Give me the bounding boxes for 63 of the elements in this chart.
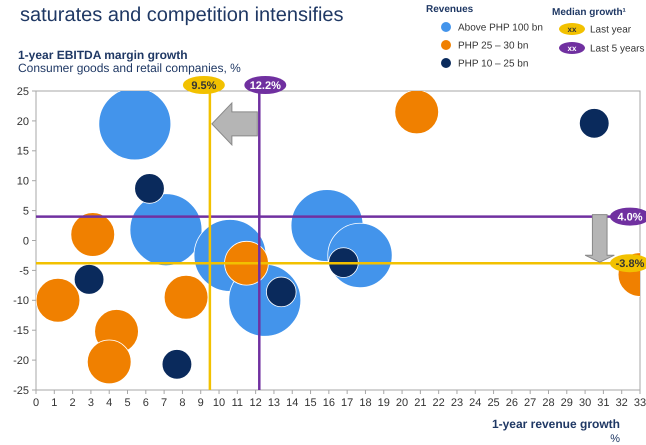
- x-tick-label: 32: [616, 397, 628, 409]
- text: %: [610, 433, 620, 445]
- x-tick-label: 12: [250, 397, 262, 409]
- chart-subtitle: Consumer goods and retail companies, %: [18, 61, 242, 75]
- x-tick-label: 26: [506, 397, 518, 409]
- chart-title: saturates and competition intensifies: [20, 4, 344, 26]
- x-tick-label: 15: [304, 397, 317, 409]
- x-tick-label: 24: [469, 397, 482, 409]
- x-tick-label: 23: [450, 397, 464, 409]
- y-tick-label: -20: [13, 354, 29, 367]
- x-tick-label: 16: [322, 397, 335, 409]
- x-tick-label: 25: [487, 397, 500, 409]
- y-tick-label: 10: [16, 176, 29, 188]
- text: Last 5 years: [590, 44, 644, 54]
- x-tick-label: 0: [32, 397, 40, 409]
- x-tick-label: 17: [341, 397, 354, 409]
- legend-label: PHP 25 – 30 bn: [458, 40, 528, 52]
- text: xx: [568, 24, 577, 34]
- x-tick-label: 31: [597, 397, 610, 409]
- y-axis-title: 1-year EBITDA margin growth: [18, 48, 188, 62]
- x-tick-label: 14: [286, 397, 298, 409]
- x-tick-label: 8: [179, 397, 186, 409]
- x-tick-label: 9: [198, 397, 204, 409]
- x-tick-label: 13: [268, 397, 280, 409]
- y-tick-label: -5: [19, 265, 29, 278]
- ref-line-label: 9.5%: [191, 80, 217, 92]
- x-tick-label: 29: [560, 397, 573, 409]
- x-tick-label: 22: [432, 397, 445, 409]
- x-axis-title: 1-year revenue growth: [492, 417, 620, 431]
- y-tick-label: 5: [22, 205, 29, 218]
- text: Last year: [590, 24, 632, 36]
- x-tick-label: 2: [70, 397, 76, 409]
- x-tick-label: 11: [232, 397, 244, 409]
- legend-label: Above PHP 100 bn: [458, 22, 543, 34]
- x-tick-label: 7: [161, 397, 168, 409]
- x-tick-label: 20: [396, 397, 408, 409]
- text: Median growth¹: [552, 7, 627, 18]
- ref-line-label: 12.2%: [250, 80, 282, 92]
- x-tick-label: 19: [378, 397, 390, 409]
- x-tick-label: 6: [142, 397, 149, 409]
- y-tick-label: -15: [13, 325, 29, 338]
- y-tick-label: -10: [13, 295, 29, 308]
- legend-title: Revenues: [426, 4, 474, 15]
- y-tick-label: 20: [16, 116, 29, 128]
- x-tick-label: 28: [542, 397, 555, 409]
- x-tick-label: 18: [359, 397, 372, 409]
- x-tick-label: 21: [414, 397, 426, 409]
- y-tick-label: 0: [22, 235, 29, 248]
- legend-label: PHP 10 – 25 bn: [458, 58, 528, 70]
- x-tick-label: 33: [634, 397, 646, 409]
- x-tick-label: 27: [524, 397, 536, 409]
- x-tick-label: 3: [88, 397, 94, 409]
- text: xx: [568, 44, 577, 53]
- x-tick-label: 4: [106, 397, 112, 409]
- ref-line-label: 4.0%: [617, 211, 643, 224]
- y-tick-label: -25: [13, 384, 29, 397]
- x-tick-label: 1: [51, 397, 58, 409]
- ref-line-label: -3.8%: [616, 258, 645, 270]
- x-tick-label: 30: [578, 397, 592, 409]
- x-tick-label: 10: [212, 397, 226, 409]
- x-tick-label: 5: [124, 397, 131, 409]
- y-tick-label: 25: [16, 86, 29, 98]
- y-tick-label: 15: [16, 146, 29, 158]
